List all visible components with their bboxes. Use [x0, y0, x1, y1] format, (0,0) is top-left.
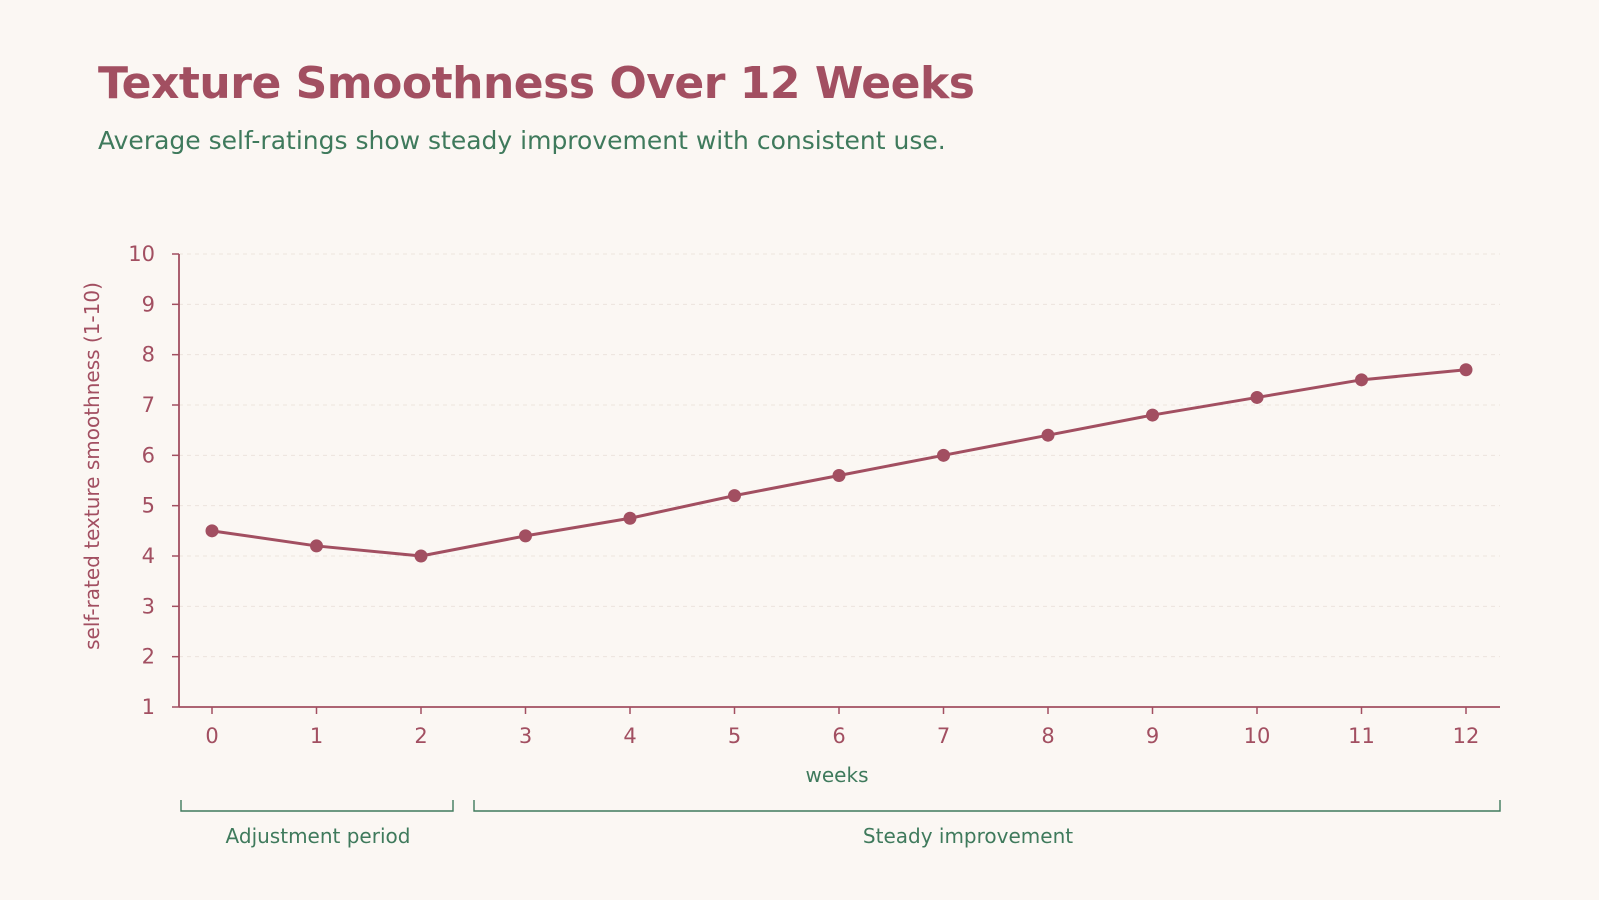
x-tick-label: 11: [1348, 724, 1375, 748]
data-point: [1041, 428, 1055, 442]
phase-bracket: [180, 800, 454, 812]
x-tick-label: 1: [310, 724, 323, 748]
x-axis-label: weeks: [806, 763, 869, 787]
x-tick-label: 6: [832, 724, 845, 748]
x-tick-label: 7: [937, 724, 950, 748]
x-tick-labels: 0 1 2 3 4 5 6 7 8 9 10 11 12: [205, 724, 1479, 748]
data-point: [1459, 363, 1473, 377]
y-tick-label: 1: [142, 695, 155, 719]
axes: [172, 253, 1500, 714]
data-point: [1250, 390, 1264, 404]
y-tick-labels: 1 2 3 4 5 6 7 8 9 10: [128, 242, 155, 719]
data-series: [205, 363, 1473, 563]
phase-bracket: [473, 800, 1501, 812]
data-point: [1355, 373, 1368, 387]
phase-label: Steady improvement: [863, 824, 1073, 848]
x-tick-label: 10: [1244, 724, 1271, 748]
y-axis-label: self-rated texture smoothness (1-10): [80, 282, 104, 650]
data-point: [519, 529, 532, 543]
x-tick-label: 5: [728, 724, 741, 748]
x-tick-label: 3: [519, 724, 532, 748]
data-point: [728, 489, 741, 503]
data-point: [414, 549, 428, 563]
chart-subtitle: Average self-ratings show steady improve…: [98, 126, 946, 155]
x-tick-label: 2: [414, 724, 427, 748]
x-tick-label: 12: [1453, 724, 1480, 748]
phase-label: Adjustment period: [226, 824, 411, 848]
chart-title: Texture Smoothness Over 12 Weeks: [98, 58, 975, 109]
x-tick-label: 0: [205, 724, 218, 748]
x-tick-label: 8: [1041, 724, 1054, 748]
gridlines: [179, 253, 1500, 658]
data-point: [310, 539, 323, 553]
data-point: [205, 524, 219, 538]
series-line: [210, 368, 1468, 558]
x-tick-label: 9: [1146, 724, 1159, 748]
y-tick-label: 10: [128, 242, 155, 266]
data-point: [623, 511, 637, 525]
y-tick-label: 9: [142, 292, 155, 316]
y-tick-label: 6: [142, 443, 155, 467]
y-tick-label: 4: [142, 544, 155, 568]
y-tick-label: 7: [142, 393, 155, 417]
data-point: [1146, 408, 1159, 422]
y-tick-label: 8: [142, 343, 155, 367]
y-tick-label: 5: [142, 494, 155, 518]
data-point: [937, 448, 950, 462]
data-point: [832, 468, 846, 482]
y-tick-label: 2: [142, 645, 155, 669]
y-tick-label: 3: [142, 594, 155, 618]
phase-annotations: Adjustment period Steady improvement: [180, 800, 1501, 848]
x-tick-label: 4: [623, 724, 636, 748]
